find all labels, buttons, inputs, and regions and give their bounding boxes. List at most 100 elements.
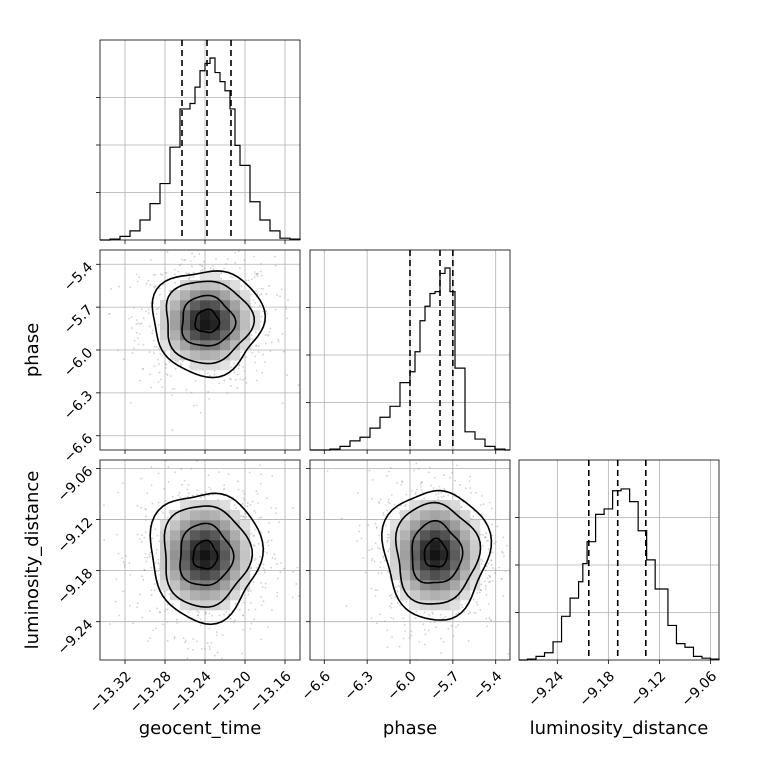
sample-point — [208, 374, 211, 377]
sample-point — [207, 474, 210, 477]
sample-point — [117, 349, 119, 352]
sample-point — [136, 602, 139, 605]
sample-point — [266, 333, 269, 336]
sample-point — [251, 500, 254, 503]
sample-point — [277, 340, 280, 343]
density-cell — [180, 340, 191, 351]
sample-point — [161, 386, 164, 389]
sample-point — [204, 491, 207, 494]
sample-point — [251, 338, 254, 341]
sample-point — [250, 293, 253, 296]
sample-point — [390, 494, 393, 496]
density-cell — [220, 540, 231, 551]
x-tick-label: −9.24 — [525, 668, 567, 710]
density-cell — [440, 540, 451, 551]
sample-point — [200, 496, 202, 499]
sample-point — [378, 547, 381, 550]
sample-point — [185, 241, 187, 243]
sample-point — [265, 293, 268, 295]
sample-point — [148, 553, 150, 556]
sample-point — [258, 464, 261, 466]
sample-point — [473, 611, 475, 614]
sample-point — [375, 526, 378, 528]
sample-point — [188, 452, 190, 454]
sample-point — [220, 272, 223, 274]
x-axis-label-geocent_time: geocent_time — [139, 718, 262, 739]
sample-point — [433, 476, 436, 479]
sample-point — [435, 626, 437, 629]
sample-point — [358, 524, 361, 527]
sample-point — [200, 492, 203, 495]
density-cell — [420, 560, 431, 571]
sample-point — [417, 467, 420, 470]
sample-point — [433, 621, 436, 624]
sample-point — [168, 593, 171, 596]
sample-point — [89, 284, 91, 286]
density-cell — [230, 570, 241, 581]
sample-point — [269, 327, 272, 330]
sample-point — [420, 485, 423, 488]
density-cell — [190, 510, 201, 521]
sample-point — [215, 631, 218, 633]
sample-point — [514, 519, 516, 521]
density-cell — [200, 270, 211, 281]
sample-point — [159, 378, 162, 381]
sample-point — [486, 625, 488, 628]
sample-point — [370, 587, 373, 590]
sample-point — [150, 594, 153, 597]
sample-point — [484, 536, 487, 539]
sample-point — [525, 569, 527, 571]
sample-point — [382, 555, 385, 558]
sample-point — [380, 572, 383, 574]
sample-point — [484, 584, 487, 587]
sample-point — [173, 273, 176, 276]
sample-point — [431, 611, 433, 614]
x-axis-label-luminosity_distance: luminosity_distance — [530, 718, 709, 739]
sample-point — [368, 549, 371, 551]
density-cell — [240, 560, 251, 571]
density-cell — [240, 300, 251, 311]
sample-point — [374, 542, 377, 545]
sample-point — [386, 629, 389, 632]
sample-point — [103, 538, 106, 541]
sample-point — [237, 480, 239, 483]
density-cell — [210, 570, 221, 581]
sample-point — [140, 534, 143, 537]
density-cell — [210, 280, 221, 291]
sample-point — [389, 466, 392, 469]
sample-point — [249, 627, 252, 630]
sample-point — [472, 515, 475, 518]
sample-point — [174, 281, 176, 284]
sample-point — [274, 264, 277, 267]
sample-point — [245, 356, 248, 358]
sample-point — [267, 539, 270, 542]
sample-point — [218, 471, 221, 474]
density-cell — [170, 550, 181, 561]
sample-point — [173, 268, 176, 271]
sample-point — [144, 519, 147, 522]
sample-point — [242, 378, 245, 381]
sample-point — [396, 507, 399, 510]
density-cell — [440, 570, 451, 581]
sample-point — [242, 366, 245, 368]
sample-point — [233, 362, 236, 365]
sample-point — [158, 371, 161, 374]
sample-point — [479, 533, 482, 536]
density-cell — [400, 530, 411, 541]
density-cell — [190, 530, 201, 541]
sample-point — [196, 614, 199, 617]
sample-point — [254, 608, 257, 611]
sample-point — [279, 295, 281, 298]
density-cell — [180, 530, 191, 541]
sample-point — [457, 624, 460, 627]
density-cell — [170, 540, 181, 551]
sample-point — [468, 480, 471, 483]
sample-point — [296, 566, 299, 569]
x-tick-label: −9.18 — [576, 668, 618, 710]
sample-point — [238, 364, 241, 367]
density-cell — [210, 550, 221, 561]
sample-point — [274, 255, 276, 258]
sample-point — [156, 534, 159, 537]
sample-point — [159, 611, 162, 614]
sample-point — [438, 485, 441, 488]
